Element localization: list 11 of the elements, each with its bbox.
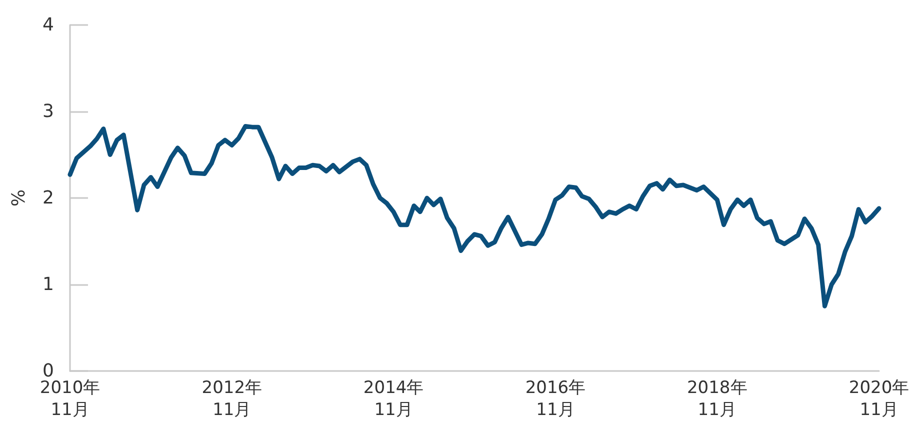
y-tick-label: 1 <box>42 274 54 295</box>
line-series <box>68 124 882 308</box>
x-tick-label: 2014年 11月 <box>363 378 424 420</box>
x-tick-label: 2018年 11月 <box>686 378 748 420</box>
y-tick-label: 3 <box>42 101 54 122</box>
y-axis-title: % <box>8 189 30 207</box>
y-tick-label: 4 <box>42 14 54 36</box>
x-tick-label: 2016年 11月 <box>525 378 586 420</box>
y-tick-label: 2 <box>42 188 54 208</box>
x-tick-label: 2020年 11月 <box>848 378 910 420</box>
x-tick-label: 2012年 11月 <box>202 378 262 420</box>
